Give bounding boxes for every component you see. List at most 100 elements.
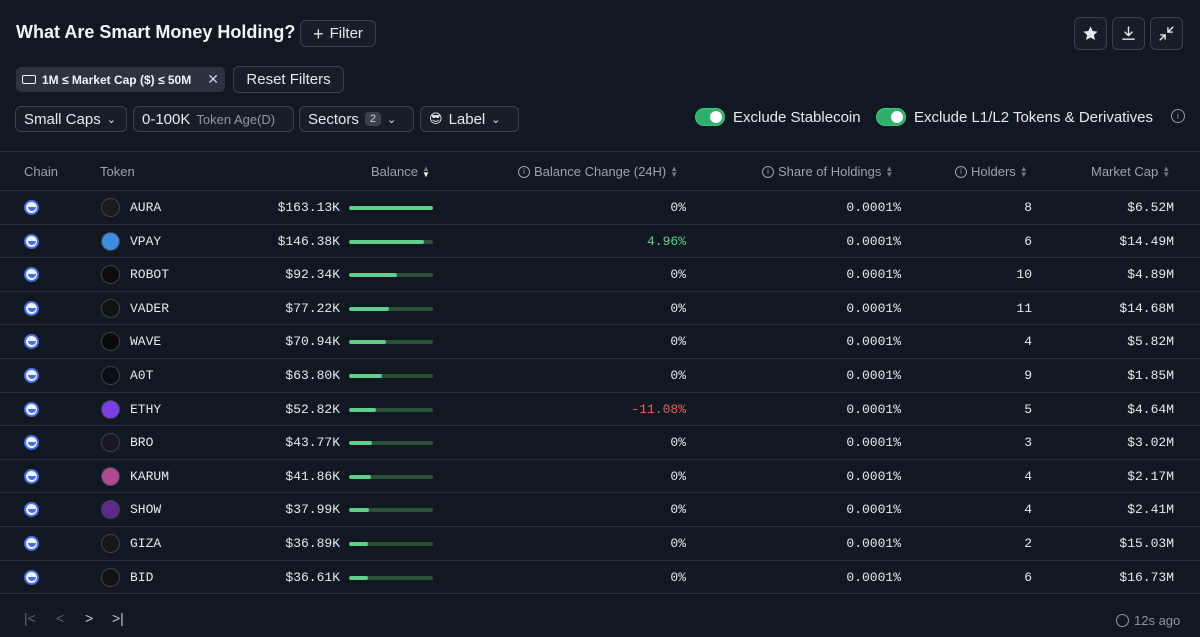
favorite-button[interactable] [1074,17,1107,50]
holders-value: 3 [1024,435,1032,451]
token-symbol[interactable]: WAVE [130,334,162,350]
label-select[interactable]: 😎 Label ⌄ [420,106,519,132]
column-share[interactable]: i Share of Holdings ▲ ▼ [762,164,893,179]
token-symbol[interactable]: KARUM [130,468,170,484]
reset-filters-button[interactable]: Reset Filters [233,66,344,93]
market-cap-filter-chip[interactable]: 1M ≤ Market Cap ($) ≤ 50M ✕ [16,67,225,92]
balance-change-value: 0% [670,535,686,551]
balance-bar [349,407,433,412]
share-value: 0.0001% [846,300,901,316]
table-row[interactable]: ETHY $52.82K -11.08% 0.0001% 5 $4.64M [0,393,1200,427]
column-holders[interactable]: i Holders ▲ ▼ [955,164,1028,179]
token-symbol[interactable]: A0T [130,367,154,383]
balance-change-value: 0% [670,367,686,383]
column-balance-change-label: Balance Change (24H) [534,164,667,179]
sort-icon: ▲ ▼ [421,163,430,179]
column-token: Token [100,164,135,179]
cap-size-select[interactable]: Small Caps ⌄ [15,106,127,132]
share-value: 0.0001% [846,233,901,249]
chain-icon [24,569,39,585]
token-symbol[interactable]: ROBOT [130,267,170,283]
table-row[interactable]: KARUM $41.86K 0% 0.0001% 4 $2.17M [0,460,1200,494]
balance-bar [349,541,433,546]
table-row[interactable]: VADER $77.22K 0% 0.0001% 11 $14.68M [0,292,1200,326]
market-cap-value: $4.89M [1127,267,1174,283]
balance-bar-fill [349,541,368,546]
token-symbol[interactable]: VADER [130,300,170,316]
share-value: 0.0001% [846,367,901,383]
table-row[interactable]: SHOW $37.99K 0% 0.0001% 4 $2.41M [0,493,1200,527]
token-icon [101,433,120,453]
next-page-button[interactable]: > [85,610,94,626]
token-symbol[interactable]: BID [130,569,154,585]
column-market-cap[interactable]: Market Cap ▲ ▼ [1091,164,1170,179]
table-body: AURA $163.13K 0% 0.0001% 8 $6.52M VPAY $146.38K… [0,191,1200,595]
add-filter-button[interactable]: + Filter [300,20,376,47]
info-icon[interactable]: i [1171,109,1185,123]
table-row[interactable]: AURA $163.13K 0% 0.0001% 8 $6.52M [0,191,1200,225]
market-cap-value: $2.41M [1127,502,1174,518]
balance-change-value: 0% [670,267,686,283]
table-row[interactable]: ROBOT $92.34K 0% 0.0001% 10 $4.89M [0,258,1200,292]
share-value: 0.0001% [846,200,901,215]
chain-icon [24,468,39,484]
table-row[interactable]: BID $36.61K 0% 0.0001% 6 $16.73M [0,561,1200,595]
balance-change-value: 0% [670,502,686,518]
download-button[interactable] [1112,17,1145,50]
table-row[interactable]: BRO $43.77K 0% 0.0001% 3 $3.02M [0,426,1200,460]
share-value: 0.0001% [846,535,901,551]
exclude-l1l2-toggle[interactable]: Exclude L1/L2 Tokens & Derivatives [876,108,1153,126]
balance-bar-fill [349,273,397,278]
market-cap-value: $2.17M [1127,468,1174,484]
info-icon: i [762,165,774,178]
balance-bar-fill [349,508,369,513]
table-row[interactable]: GIZA $36.89K 0% 0.0001% 2 $15.03M [0,527,1200,561]
column-holders-label: Holders [971,164,1016,179]
toggle-switch[interactable] [695,108,725,126]
balance-value: $77.22K [285,300,340,316]
table-row[interactable]: WAVE $70.94K 0% 0.0001% 4 $5.82M [0,325,1200,359]
table-row[interactable]: A0T $63.80K 0% 0.0001% 9 $1.85M [0,359,1200,393]
token-symbol[interactable]: GIZA [130,535,162,551]
token-symbol[interactable]: VPAY [130,233,162,249]
holders-value: 5 [1024,401,1032,417]
exclude-stablecoin-toggle[interactable]: Exclude Stablecoin [695,108,861,126]
column-balance-change[interactable]: i Balance Change (24H) ▲ ▼ [518,164,678,179]
close-icon[interactable]: ✕ [207,71,219,87]
sectors-select[interactable]: Sectors 2 ⌄ [299,106,414,132]
star-icon [1083,26,1098,40]
token-icon [101,332,120,352]
market-cap-value: $16.73M [1119,569,1174,585]
token-symbol[interactable]: BRO [130,435,154,451]
exclude-stablecoin-label: Exclude Stablecoin [733,108,861,126]
prev-page-button[interactable]: < [56,610,65,626]
chain-icon [24,401,39,417]
share-value: 0.0001% [846,267,901,283]
share-value: 0.0001% [846,468,901,484]
holders-value: 11 [1016,300,1032,316]
toggle-switch[interactable] [876,108,906,126]
collapse-button[interactable] [1150,17,1183,50]
column-balance[interactable]: Balance ▲ ▼ [371,164,430,179]
balance-value: $146.38K [277,233,340,249]
plus-icon: + [313,23,324,44]
balance-bar-fill [349,206,433,210]
token-symbol[interactable]: ETHY [130,401,162,417]
last-page-button[interactable]: >| [112,610,124,626]
token-icon [101,365,120,385]
table-row[interactable]: VPAY $146.38K 4.96% 0.0001% 6 $14.49M [0,225,1200,259]
token-symbol[interactable]: AURA [130,200,162,215]
token-age-input[interactable]: 0-100K Token Age(D) [133,106,294,132]
holders-value: 9 [1024,367,1032,383]
info-icon: i [518,165,530,178]
download-icon [1122,26,1135,40]
balance-value: $63.80K [285,367,340,383]
first-page-button[interactable]: |< [24,610,36,626]
balance-bar-fill [349,239,425,244]
token-icon [101,466,120,486]
balance-bar-fill [349,340,386,345]
token-symbol[interactable]: SHOW [130,502,162,518]
holdings-table: Chain Token Balance ▲ ▼ i Balance Change … [0,151,1200,595]
chain-icon [24,334,39,350]
balance-bar [349,441,433,446]
